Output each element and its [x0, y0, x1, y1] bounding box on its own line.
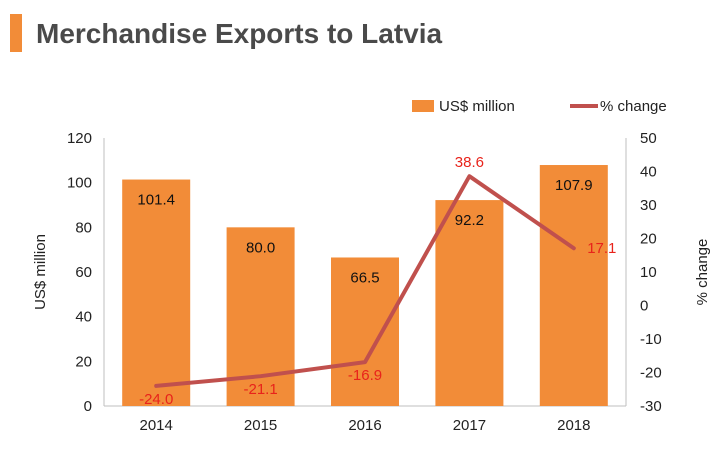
title-accent-bar: [10, 14, 22, 52]
y-tick-label: 80: [75, 219, 92, 236]
y-tick-label: 40: [75, 309, 92, 326]
y2-tick-label: 0: [640, 298, 648, 315]
bar: [435, 200, 504, 406]
line-data-label: 17.1: [587, 240, 616, 257]
y2-tick-label: -30: [640, 398, 662, 415]
y2-tick-label: 30: [640, 197, 657, 214]
bar-data-label: 92.2: [455, 212, 484, 229]
y-axis-title: US$ million: [32, 234, 49, 310]
y-tick-label: 100: [67, 175, 92, 192]
legend-label-bar: US$ million: [439, 98, 515, 115]
y2-tick-label: 50: [640, 130, 657, 147]
x-tick-label: 2017: [453, 417, 486, 434]
y2-tick-label: 10: [640, 264, 657, 281]
page-title: Merchandise Exports to Latvia: [36, 18, 443, 49]
line-data-label: -16.9: [348, 367, 382, 384]
line-data-label: -24.0: [139, 391, 173, 408]
bar-data-label: 101.4: [137, 192, 175, 209]
y-tick-label: 60: [75, 264, 92, 281]
line-data-label: -21.1: [243, 381, 277, 398]
bar: [122, 179, 191, 406]
bar-data-label: 66.5: [350, 269, 379, 286]
y2-axis-title: % change: [694, 239, 711, 306]
x-tick-label: 2015: [244, 417, 277, 434]
line-series-pct-change: [154, 174, 576, 388]
y-tick-label: 0: [84, 398, 92, 415]
x-tick-label: 2014: [140, 417, 173, 434]
legend-swatch-bar: [412, 100, 434, 112]
y2-tick-label: -10: [640, 331, 662, 348]
x-tick-label: 2018: [557, 417, 590, 434]
y-tick-label: 20: [75, 353, 92, 370]
x-tick-label: 2016: [348, 417, 381, 434]
y-tick-label: 120: [67, 130, 92, 147]
bar-data-label: 80.0: [246, 239, 275, 256]
bar: [331, 257, 399, 406]
bar: [539, 165, 608, 406]
y2-tick-label: 40: [640, 164, 657, 181]
y2-tick-label: 20: [640, 231, 657, 248]
legend-label-line: % change: [600, 98, 667, 115]
y2-tick-label: -20: [640, 365, 662, 382]
line-data-label: 38.6: [455, 154, 484, 171]
bar-data-label: 107.9: [555, 177, 593, 194]
